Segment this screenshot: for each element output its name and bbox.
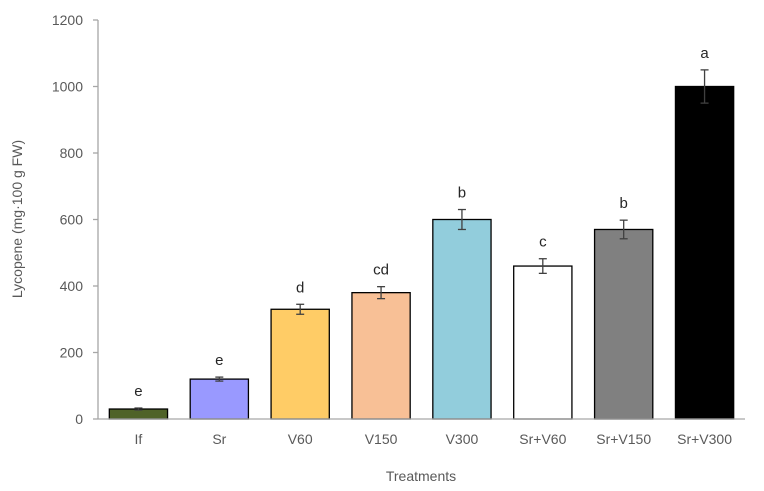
y-tick-label: 1000 — [52, 79, 83, 95]
bars-group — [108, 85, 735, 420]
significance-letter: e — [215, 352, 223, 369]
y-tick-labels-group: 0 200 400 600 800 1000 1200 — [52, 12, 83, 427]
y-tick-label: 200 — [60, 345, 84, 361]
x-tick-label: Sr+V150 — [596, 431, 651, 447]
significance-letter: a — [700, 45, 709, 62]
x-tick-label: V60 — [288, 431, 313, 447]
y-tick-label: 0 — [75, 411, 83, 427]
y-tick-label: 400 — [60, 278, 84, 294]
bar — [351, 291, 411, 420]
significance-letter: e — [134, 383, 142, 400]
y-tick-label: 1200 — [52, 12, 83, 28]
bar — [674, 85, 735, 420]
x-tick-label: V300 — [446, 431, 479, 447]
significance-letter: b — [458, 185, 466, 202]
x-tick-label: Sr+V60 — [519, 431, 566, 447]
x-tick-label: V150 — [365, 431, 398, 447]
error-bars-group — [134, 69, 709, 411]
x-tick-labels-group: If Sr V60 V150 V300 Sr+V60 Sr+V150 Sr+V300 — [135, 431, 733, 447]
bar — [270, 308, 330, 420]
significance-letter: c — [539, 234, 547, 251]
x-axis-title: Treatments — [386, 468, 456, 484]
axes-group — [93, 19, 745, 420]
significance-letter: cd — [373, 262, 389, 279]
bar — [432, 218, 492, 420]
significance-letter: b — [620, 195, 628, 212]
bar — [513, 265, 573, 420]
bar — [593, 228, 654, 420]
bar — [189, 378, 250, 420]
y-tick-label: 800 — [60, 145, 84, 161]
significance-letters-group: e e d cd b c b a — [134, 45, 709, 400]
x-tick-label: Sr+V300 — [677, 431, 732, 447]
y-tick-label: 600 — [60, 212, 84, 228]
y-axis-title: Lycopene (mg·100 g FW) — [9, 140, 25, 298]
x-tick-label: If — [135, 431, 143, 447]
x-tick-label: Sr — [212, 431, 226, 447]
significance-letter: d — [296, 279, 304, 296]
